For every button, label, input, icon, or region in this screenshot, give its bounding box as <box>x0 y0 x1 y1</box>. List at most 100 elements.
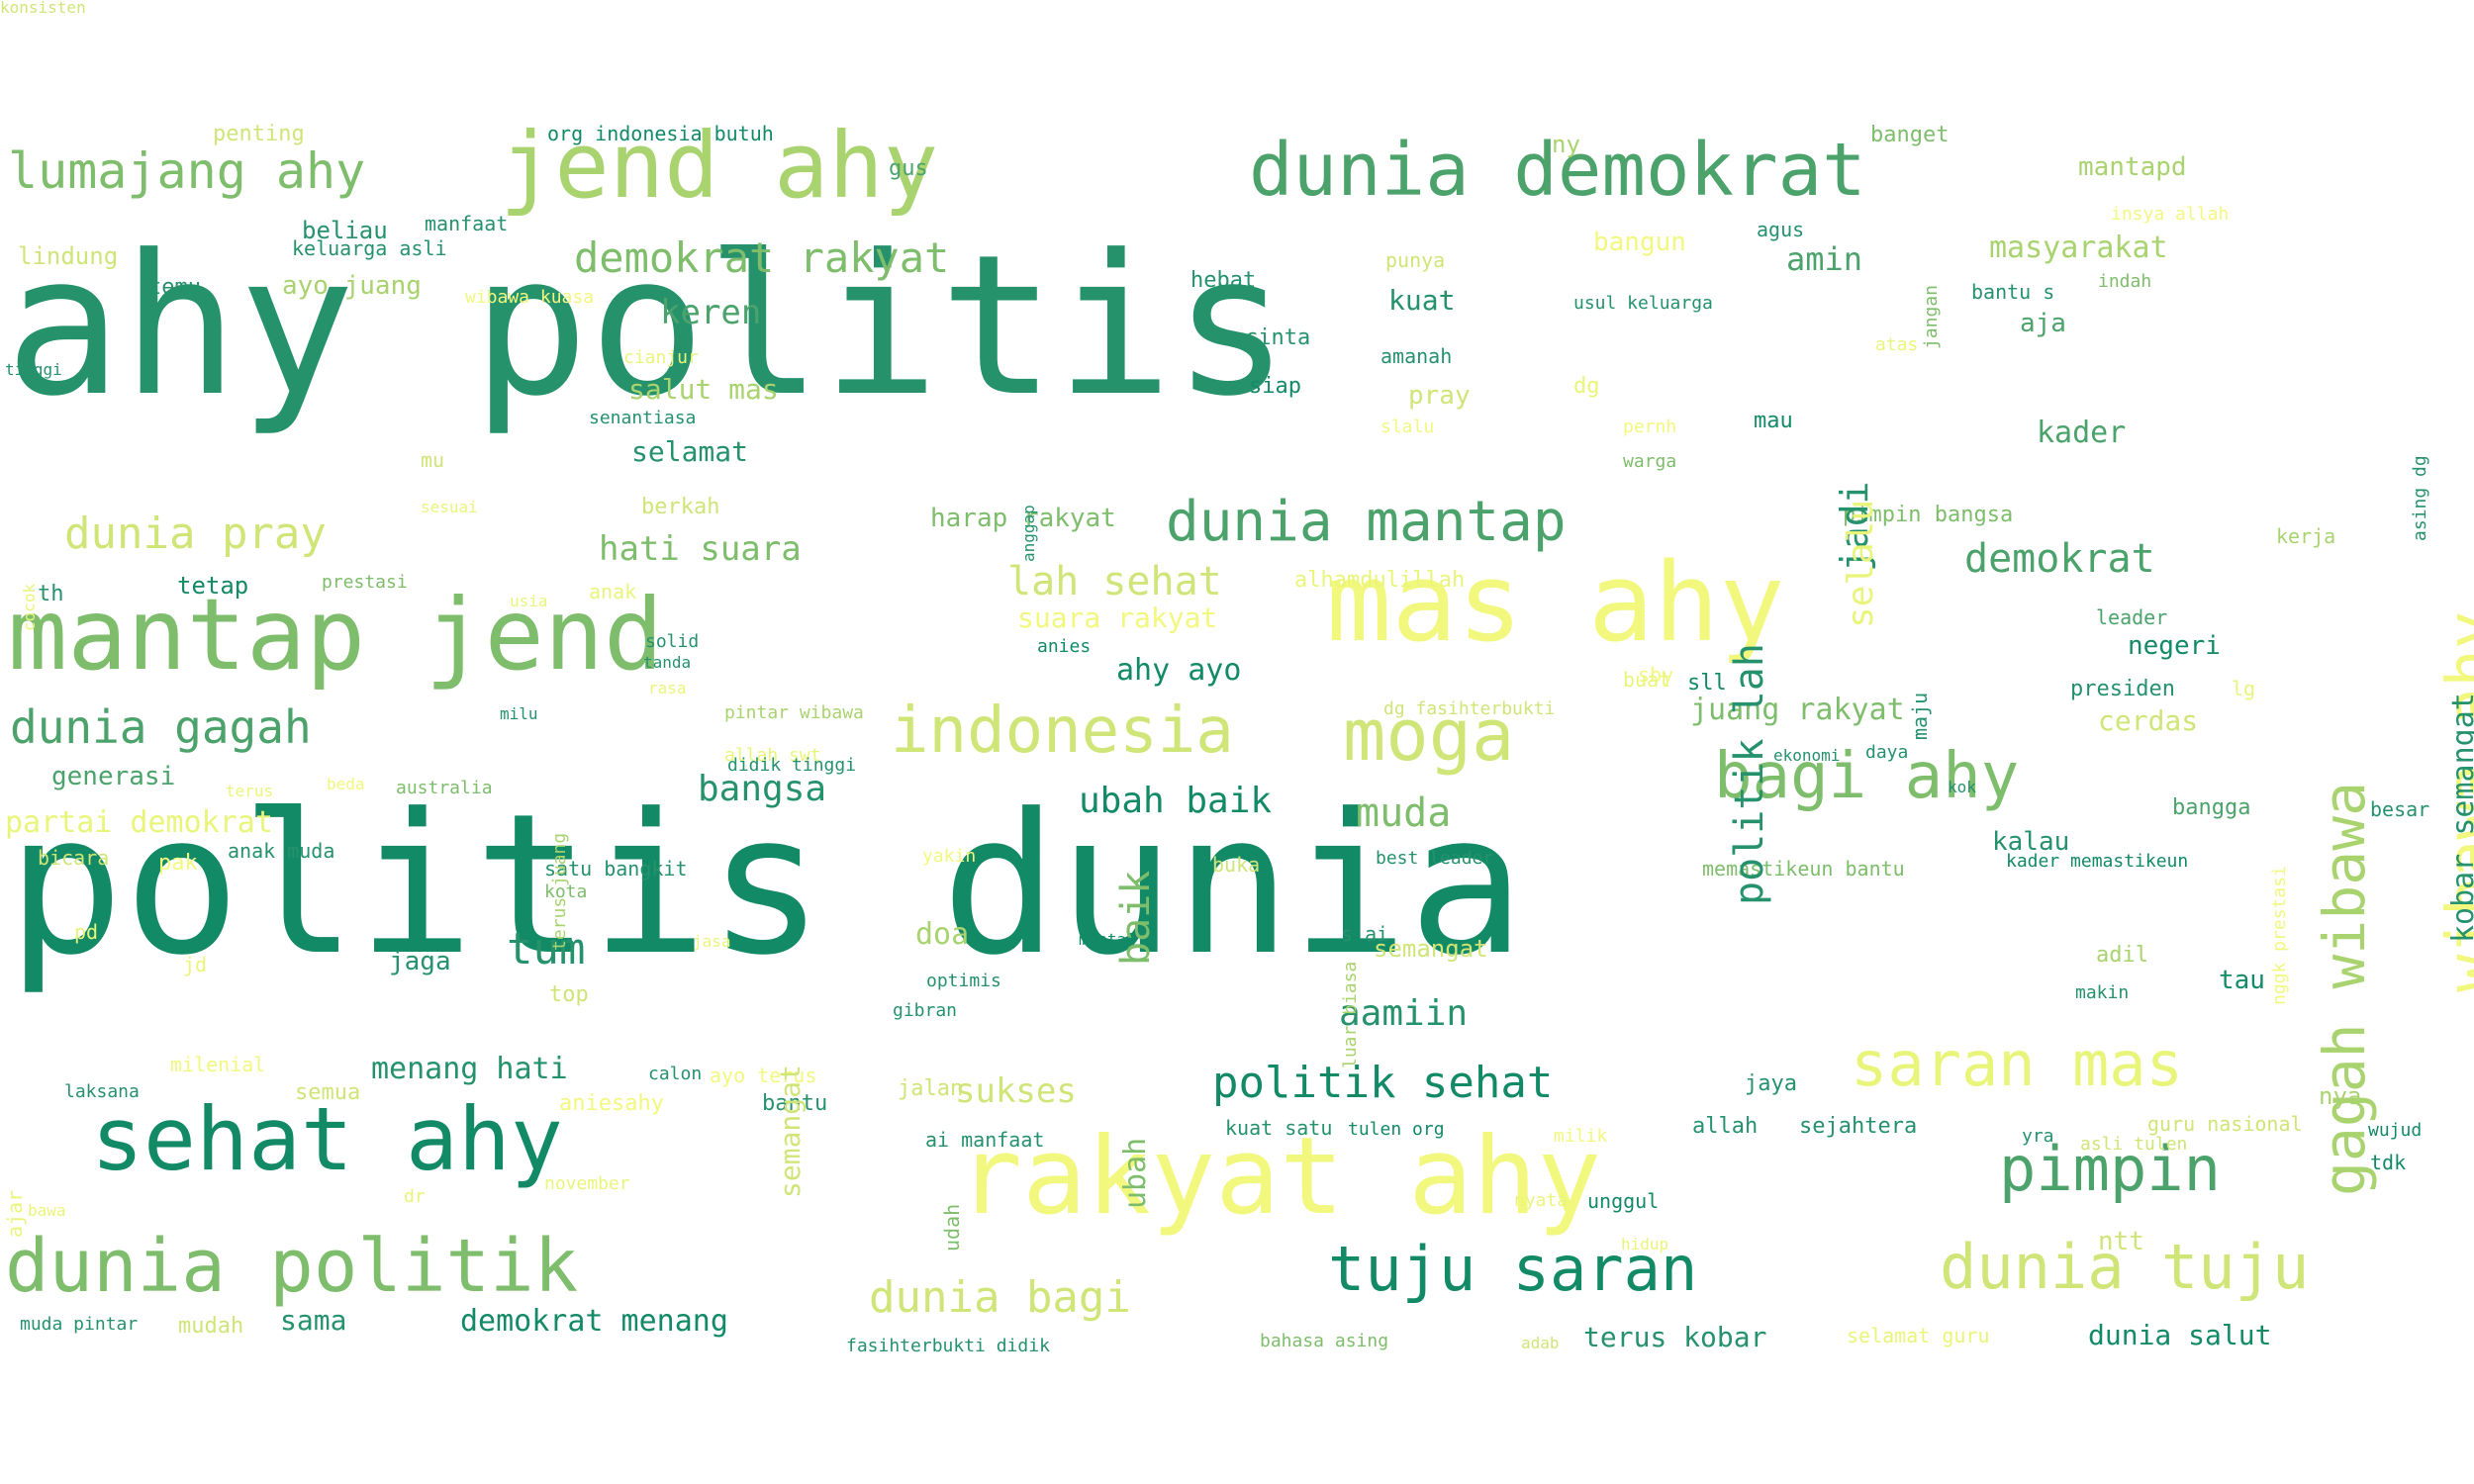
word: muda pintar <box>20 1314 139 1335</box>
word: cianjur <box>623 347 699 368</box>
word: dunia pray <box>64 509 327 559</box>
word: anak muda <box>228 839 335 863</box>
word: menang hati <box>371 1052 568 1086</box>
word: jangan <box>1921 284 1942 349</box>
word: amin <box>1786 240 1863 278</box>
word: pray <box>1408 381 1471 411</box>
word: ubah <box>1118 1137 1153 1209</box>
word: milik <box>1554 1126 1608 1147</box>
word: besar <box>2370 797 2430 821</box>
word: dunia demokrat <box>1249 128 1866 213</box>
word: sejahtera <box>1799 1114 1918 1139</box>
word: sby <box>1638 663 1674 687</box>
word: kok <box>1948 778 1976 796</box>
word: bantu <box>762 1091 828 1116</box>
word: lumajang ahy <box>8 142 366 200</box>
word: jasa <box>693 932 731 951</box>
word: slalu <box>1380 417 1435 437</box>
word: keluarga asli <box>292 236 447 260</box>
word: fasihterbukti didik <box>846 1336 1050 1356</box>
word: solid <box>645 631 700 652</box>
word: anak <box>589 580 637 603</box>
word: ai manfaat <box>925 1128 1045 1152</box>
word: australia <box>396 778 493 798</box>
word: gibran <box>893 1000 958 1021</box>
word: milenial <box>170 1053 266 1076</box>
word: mental <box>1079 930 1136 949</box>
word: wujud <box>2368 1120 2423 1141</box>
word: yra <box>2022 1126 2054 1147</box>
word: aja <box>2020 309 2066 338</box>
word: sehat ahy <box>91 1088 563 1190</box>
word: usia <box>510 592 548 610</box>
word: sukses <box>955 1071 1077 1111</box>
word: bagi ahy <box>1714 740 2020 813</box>
word: konsisten <box>0 0 86 17</box>
word: partai demokrat <box>5 805 273 840</box>
word: warga <box>1623 451 1677 472</box>
word: alhamdulillah <box>1294 568 1466 593</box>
word: tum <box>507 924 586 974</box>
word: tau <box>2219 966 2265 995</box>
word: mu <box>421 448 445 472</box>
word: semangat <box>774 1065 807 1198</box>
word: makin <box>2075 982 2130 1003</box>
word: leader <box>2096 605 2168 629</box>
word: dr <box>404 1186 426 1207</box>
word: nya <box>2319 1082 2362 1110</box>
word: amanah <box>1380 344 1453 368</box>
word: siap <box>1249 374 1301 399</box>
word: kobar semangat <box>2446 693 2474 943</box>
word: moga <box>1343 694 1515 777</box>
word: lindung <box>18 242 119 270</box>
word: rasa <box>648 679 687 697</box>
word: lah sehat <box>1007 559 1222 604</box>
word: dunia gagah <box>10 700 312 754</box>
word: ayo juang <box>282 271 422 301</box>
word: bahasa asing <box>1260 1331 1389 1351</box>
word: bawa <box>28 1201 66 1220</box>
word: sesuai <box>421 498 478 516</box>
word: kerja <box>2276 524 2336 548</box>
word: tulen org <box>1348 1119 1445 1140</box>
word: ahy ayo <box>1116 653 1242 688</box>
word: jalan <box>898 1076 964 1101</box>
word: wibawa kuasa <box>465 287 595 308</box>
word: gagah wibawa <box>2311 781 2378 1196</box>
word: hebat <box>1190 268 1257 293</box>
word: jend ahy <box>500 113 939 219</box>
word: agus <box>1757 218 1805 241</box>
word: terus kobar <box>1583 1321 1767 1353</box>
word: hati suara <box>599 529 802 569</box>
word: dunia mantap <box>1166 490 1567 554</box>
word: manfaat <box>425 212 509 235</box>
word: generasi <box>51 762 176 791</box>
word: org indonesia butuh <box>547 122 774 145</box>
word: usul keluarga <box>1573 293 1713 314</box>
word: milu <box>500 704 538 723</box>
word: satu bangkit <box>544 857 688 881</box>
word: semangat <box>1374 935 1488 963</box>
word: ntt <box>2098 1227 2144 1256</box>
word: dg fasihterbukti <box>1383 698 1556 719</box>
word: best leader <box>1376 848 1494 869</box>
word: anies <box>1037 636 1092 657</box>
word: selamat <box>631 435 749 468</box>
word: sll <box>1687 671 1727 696</box>
word: negeri <box>2128 631 2221 661</box>
word: rakyat ahy <box>958 1115 1602 1239</box>
word: tanda <box>643 653 692 672</box>
word: hidup <box>1621 1235 1669 1253</box>
word: memastikeun bantu <box>1702 857 1905 881</box>
word: presiden <box>2070 677 2175 701</box>
word: terus <box>226 782 274 800</box>
word: keren <box>660 293 762 332</box>
word: atas <box>1875 334 1919 355</box>
word: allah swt <box>724 745 821 766</box>
word: aamiin <box>1339 993 1469 1034</box>
word: allah <box>1692 1114 1759 1139</box>
word: top <box>549 982 589 1007</box>
word: bangun <box>1593 228 1686 257</box>
word: s ai <box>1341 922 1389 946</box>
word: saran mas <box>1851 1028 2183 1100</box>
